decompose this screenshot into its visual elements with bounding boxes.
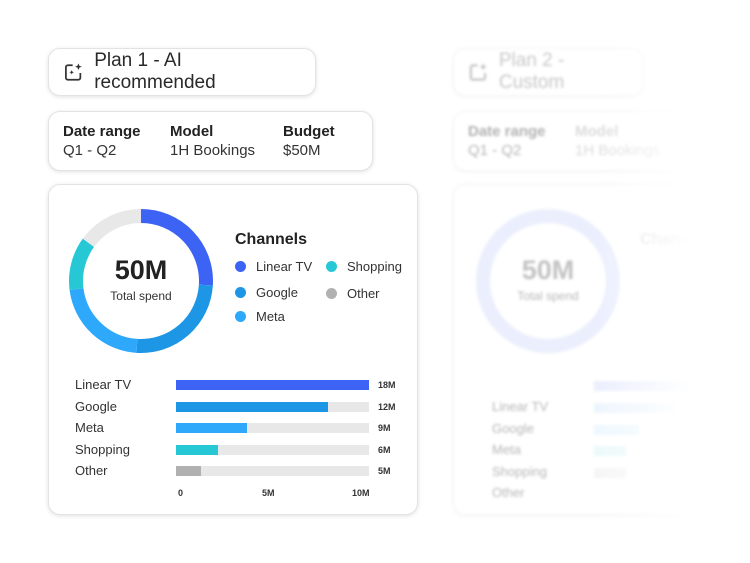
info-model: Model 1H Bookings <box>170 123 256 159</box>
legend-label: Google <box>256 285 298 300</box>
legend-dot <box>326 261 337 272</box>
donut-segment-other <box>82 209 142 248</box>
plan2-bar <box>594 425 639 435</box>
legend-item: Shopping <box>326 259 402 274</box>
bar-meta <box>176 423 248 433</box>
plan2-total-label: Total spend <box>517 289 579 303</box>
legend-item: Other <box>326 286 380 301</box>
total-spend-value: 50M <box>114 255 168 285</box>
total-spend-label: Total spend <box>110 289 172 303</box>
bar-value-label: 9M <box>378 423 391 433</box>
donut-segment-linear-tv <box>140 209 213 286</box>
plan1-chart-card: 50M Total spend Channels Linear TV Shoppi… <box>48 184 418 515</box>
bar-value-label: 5M <box>378 466 391 476</box>
bar-track <box>176 380 369 390</box>
ai-sparkle-icon <box>469 63 487 81</box>
bar-value-label: 6M <box>378 444 391 455</box>
legend-item: Meta <box>235 309 285 324</box>
bar-track <box>176 423 369 433</box>
bar-linear-tv <box>176 380 369 390</box>
plan2-row-label: Google <box>492 421 534 436</box>
legend-label: Other <box>347 286 380 301</box>
info-date-range: Date range Q1 - Q2 <box>63 123 141 159</box>
plan2-donut <box>476 209 620 353</box>
ai-sparkle-icon <box>65 63 82 81</box>
plan2-legend-title: Channels <box>640 231 713 248</box>
plan2-row-label: Shopping <box>492 464 547 479</box>
legend-item: Linear TV <box>235 259 312 274</box>
plan1-title: Plan 1 - AI recommended <box>94 50 216 93</box>
donut-chart <box>69 209 213 353</box>
legend-dot <box>235 261 246 272</box>
bar-google <box>176 401 329 412</box>
bar-label: Meta <box>75 420 104 435</box>
plan2-donut-ring <box>476 209 620 353</box>
plan2-chart-card: 50M Total spend Channels Linear TV Googl… <box>453 184 750 515</box>
x-tick-label: 0 <box>178 488 184 498</box>
legend-label: Linear TV <box>256 259 313 274</box>
plan1-title-pill[interactable]: Plan 1 - AI recommended <box>48 48 316 96</box>
bar-label: Google <box>75 398 117 414</box>
bar-track <box>176 401 369 412</box>
plan2-info-model: Model 1H Bookings <box>575 123 661 159</box>
plan2-bar <box>594 381 694 391</box>
bar-value-label: 12M <box>378 401 396 412</box>
plan2-info-card: Date range Q1 - Q2 Model 1H Bookings <box>453 111 713 171</box>
plan2-bar <box>594 468 626 478</box>
bar-value-label: 18M <box>378 380 396 390</box>
bar-track <box>176 444 369 455</box>
bar-shopping <box>176 444 219 455</box>
plan2-bar <box>594 446 626 456</box>
plan2-title-pill[interactable]: Plan 2 - Custom <box>453 48 643 96</box>
donut-segment-shopping <box>69 238 95 291</box>
plan2-row-label: Meta <box>492 442 521 457</box>
plan2-row-label: Other <box>492 485 525 500</box>
legend-dot <box>235 287 246 298</box>
legend-dot <box>235 311 246 322</box>
plan2-title: Plan 2 - Custom <box>498 50 565 93</box>
bar-label: Other <box>75 463 108 478</box>
bar-label: Shopping <box>75 441 130 457</box>
bar-track <box>176 466 369 476</box>
x-tick-label: 5M <box>262 488 275 498</box>
plan2-total-value: 50M <box>521 255 575 285</box>
plan2-info-date: Date range Q1 - Q2 <box>468 123 546 159</box>
bar-label: Linear TV <box>75 377 132 392</box>
donut-segment-google <box>136 284 213 353</box>
legend-label: Meta <box>256 309 285 324</box>
legend-title: Channels <box>235 231 308 248</box>
legend-label: Shopping <box>347 259 402 274</box>
info-budget: Budget $50M <box>283 123 335 159</box>
bar-other <box>176 466 202 476</box>
donut-segment-meta <box>69 288 138 353</box>
plan1-info-card: Date range Q1 - Q2 Model 1H Bookings Budge… <box>48 111 373 171</box>
plan2-row-label: Linear TV <box>492 399 549 414</box>
legend-dot <box>326 288 337 299</box>
x-tick-label: 10M <box>352 488 370 498</box>
legend-item: Google <box>235 285 298 300</box>
plan2-bar <box>594 403 674 413</box>
